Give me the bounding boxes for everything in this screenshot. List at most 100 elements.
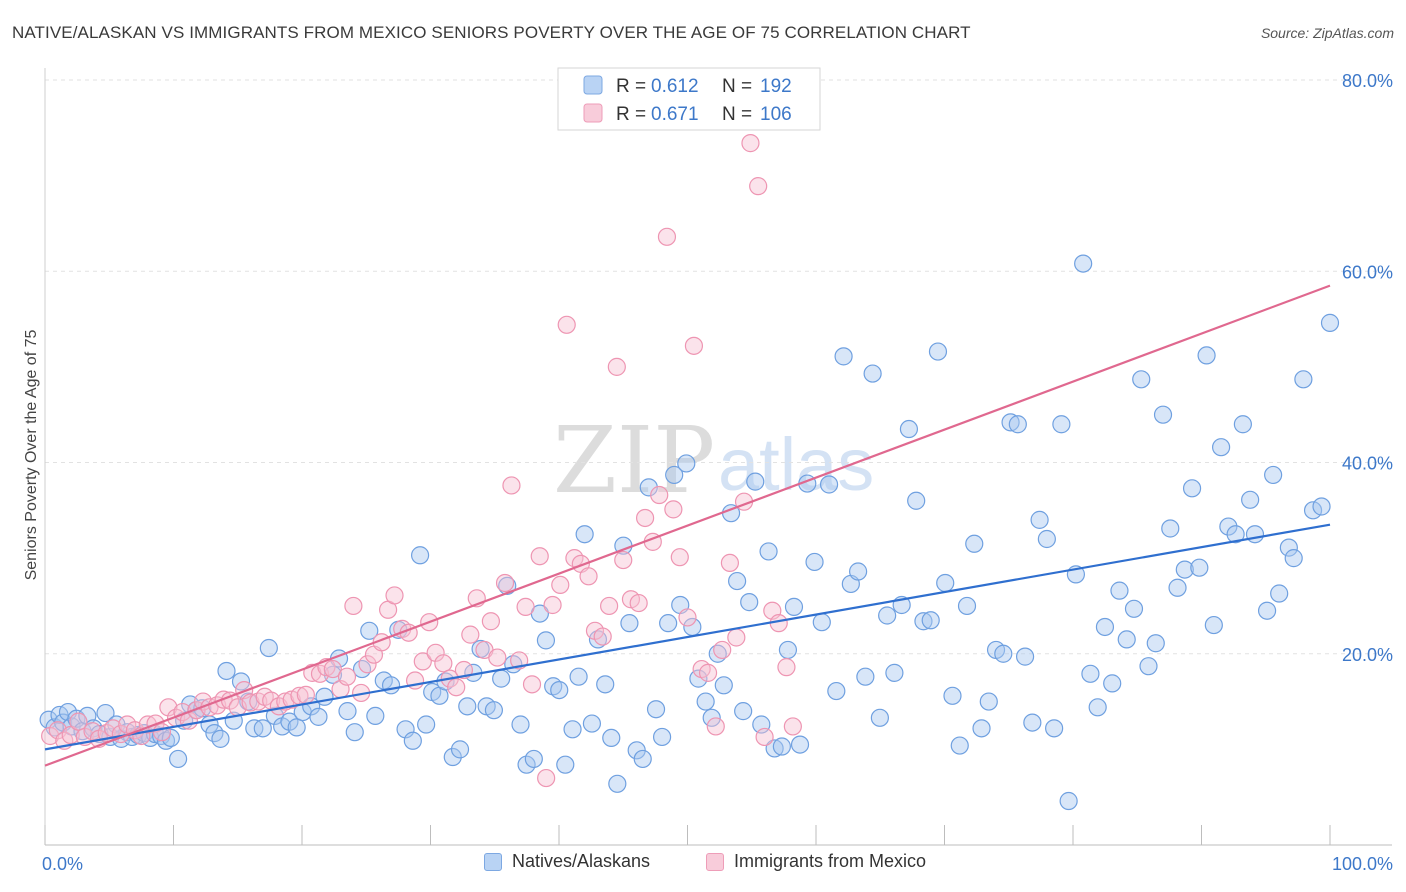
point-natives-alaskans	[366, 706, 385, 726]
point-immigrants-from-mexico	[664, 500, 683, 519]
legend-r-value: 0.671	[651, 104, 699, 125]
point-natives-alaskans	[345, 723, 364, 742]
point-immigrants-from-mexico	[749, 177, 768, 196]
point-natives-alaskans	[443, 747, 462, 767]
legend-bottom: Natives/Alaskans Immigrants from Mexico	[0, 851, 1406, 877]
point-natives-alaskans	[928, 342, 948, 361]
point-natives-alaskans	[1037, 529, 1056, 549]
point-natives-alaskans	[1320, 313, 1340, 332]
point-natives-alaskans	[677, 454, 696, 473]
point-natives-alaskans	[1279, 538, 1298, 557]
point-natives-alaskans	[1257, 601, 1277, 620]
legend-item-immigrants-from-mexico: Immigrants from Mexico	[706, 851, 926, 872]
point-immigrants-from-mexico	[323, 659, 342, 679]
point-immigrants-from-mexico	[713, 640, 732, 660]
legend-n-label: N =	[722, 104, 752, 125]
point-natives-alaskans	[728, 571, 747, 591]
point-natives-alaskans	[856, 667, 875, 686]
point-natives-alaskans	[450, 740, 470, 759]
legend-swatch-blue	[484, 852, 502, 871]
point-natives-alaskans	[1270, 584, 1289, 603]
point-natives-alaskans	[410, 546, 430, 565]
point-immigrants-from-mexico	[579, 567, 598, 586]
point-immigrants-from-mexico	[434, 654, 453, 673]
point-natives-alaskans	[696, 692, 715, 711]
x-tick-labels: 0.0% 100.0%	[42, 854, 1393, 874]
y-tick-labels: 20.0% 40.0% 60.0% 80.0%	[1342, 71, 1393, 665]
point-immigrants-from-mexico	[741, 134, 760, 153]
point-immigrants-from-mexico	[413, 652, 432, 671]
point-natives-alaskans	[1074, 254, 1093, 273]
watermark-zip: ZIP	[553, 407, 715, 514]
point-natives-alaskans	[1045, 719, 1064, 738]
point-immigrants-from-mexico	[454, 660, 474, 680]
legend-swatch-pink	[583, 103, 603, 123]
legend-n-value: 192	[760, 76, 792, 97]
point-immigrants-from-mexico	[698, 663, 718, 682]
point-natives-alaskans	[620, 614, 639, 633]
point-natives-alaskans	[849, 562, 868, 581]
point-natives-alaskans	[563, 720, 582, 739]
point-natives-alaskans	[280, 712, 299, 731]
point-natives-alaskans	[1132, 370, 1151, 389]
y-tick-label: 40.0%	[1342, 454, 1393, 474]
point-natives-alaskans	[1233, 415, 1252, 434]
point-natives-alaskans	[1153, 405, 1173, 424]
legend-label: Natives/Alaskans	[512, 851, 651, 871]
point-natives-alaskans	[596, 675, 615, 694]
point-immigrants-from-mexico	[537, 768, 556, 788]
point-natives-alaskans	[805, 552, 824, 572]
source-label: Source: ZipAtlas.com	[1260, 25, 1394, 41]
point-natives-alaskans	[1182, 479, 1202, 498]
point-immigrants-from-mexico	[337, 667, 357, 686]
point-natives-alaskans	[665, 465, 684, 485]
point-natives-alaskans	[1197, 346, 1216, 365]
point-natives-alaskans	[1303, 501, 1323, 520]
legend-swatch-blue	[583, 75, 603, 95]
point-natives-alaskans	[1008, 415, 1027, 434]
point-immigrants-from-mexico	[600, 596, 619, 616]
watermark: ZIP atlas	[553, 407, 874, 514]
point-natives-alaskans	[211, 729, 230, 748]
point-natives-alaskans	[381, 676, 401, 695]
point-natives-alaskans	[659, 614, 678, 633]
y-tick-label: 80.0%	[1342, 71, 1393, 91]
point-immigrants-from-mexico	[296, 685, 315, 704]
point-natives-alaskans	[556, 755, 575, 774]
point-immigrants-from-mexico	[670, 548, 689, 567]
point-natives-alaskans	[338, 702, 357, 721]
point-natives-alaskans	[498, 576, 517, 595]
point-natives-alaskans	[878, 606, 897, 625]
point-immigrants-from-mexico	[385, 586, 404, 605]
point-natives-alaskans	[550, 680, 569, 700]
point-natives-alaskans	[217, 661, 236, 681]
point-natives-alaskans	[511, 715, 530, 734]
point-natives-alaskans	[1001, 413, 1020, 432]
legend-r-value: 0.612	[651, 76, 699, 97]
point-immigrants-from-mexico	[755, 727, 774, 747]
point-natives-alaskans	[765, 739, 784, 758]
point-immigrants-from-mexico	[516, 597, 535, 616]
legend-swatch-pink	[706, 852, 724, 871]
point-natives-alaskans	[870, 708, 889, 727]
point-natives-alaskans	[740, 593, 759, 612]
point-natives-alaskans	[746, 472, 765, 491]
point-immigrants-from-mexico	[502, 476, 521, 495]
point-natives-alaskans	[536, 631, 556, 650]
point-natives-alaskans	[819, 475, 839, 494]
point-natives-alaskans	[994, 644, 1013, 663]
point-natives-alaskans	[702, 708, 721, 727]
point-natives-alaskans	[907, 491, 926, 510]
legend-label: Immigrants from Mexico	[734, 851, 927, 871]
point-immigrants-from-mexico	[69, 712, 88, 731]
point-immigrants-from-mexico	[344, 596, 363, 616]
point-natives-alaskans	[834, 347, 853, 366]
point-natives-alaskans	[759, 542, 778, 561]
point-natives-alaskans	[1175, 560, 1194, 579]
point-natives-alaskans	[1161, 519, 1180, 538]
point-natives-alaskans	[1095, 617, 1115, 637]
point-natives-alaskans	[602, 728, 621, 748]
point-immigrants-from-mexico	[607, 357, 626, 376]
point-natives-alaskans	[315, 687, 334, 706]
